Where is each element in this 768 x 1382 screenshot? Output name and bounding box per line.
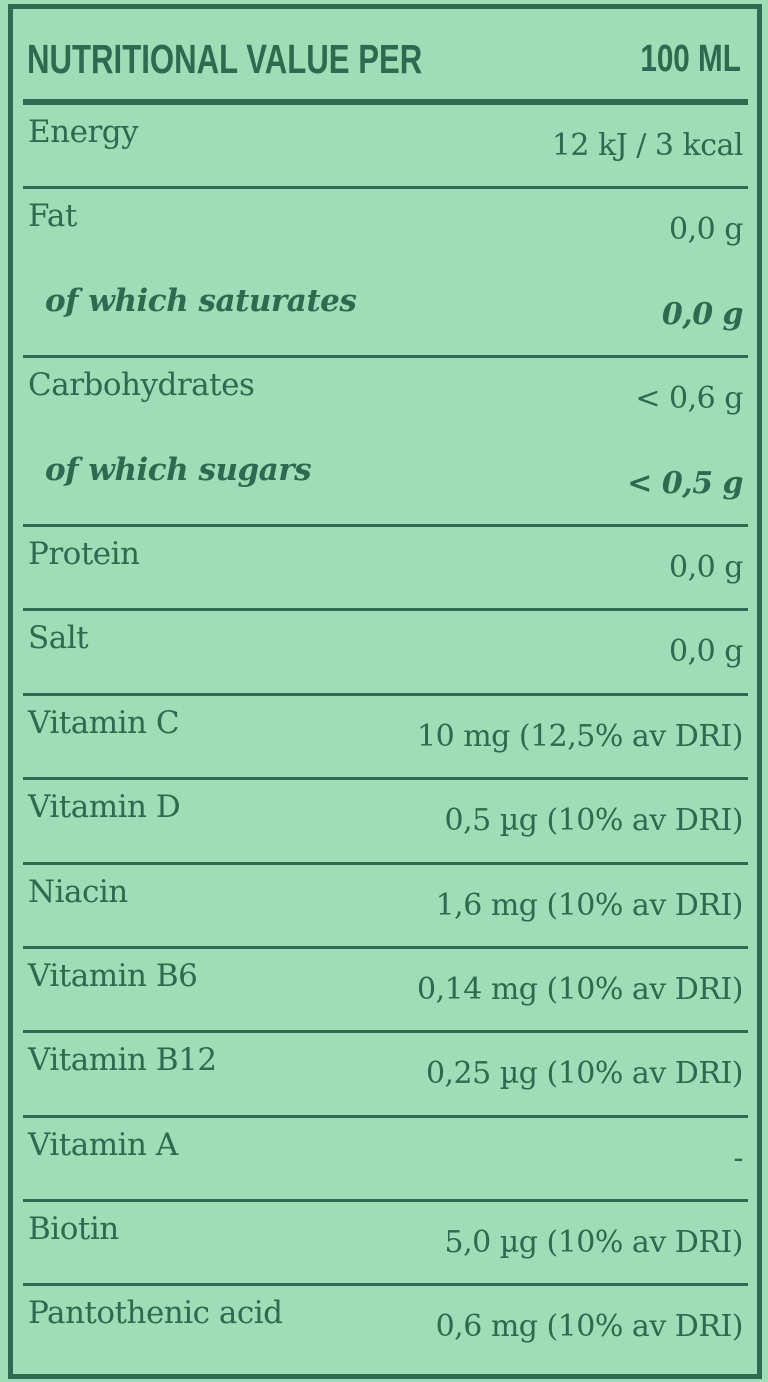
nutrient-row: Vitamin C 10 mg (12,5% av DRI) — [23, 696, 748, 781]
nutrient-value: 0,6 mg (10% av DRI) — [435, 1309, 744, 1345]
nutrient-name: Pantothenic acid — [28, 1295, 283, 1332]
nutrient-name: Vitamin D — [28, 789, 181, 826]
nutrient-row: Vitamin B6 0,14 mg (10% av DRI) — [23, 949, 748, 1034]
nutrient-value: 10 mg (12,5% av DRI) — [416, 718, 744, 754]
nutrient-name: Vitamin A — [28, 1126, 178, 1163]
nutrient-name: Niacin — [28, 873, 128, 910]
nutrient-row: Carbohydrates < 0,6 g — [23, 358, 748, 442]
nutrient-row: of which saturates 0,0 g — [23, 274, 748, 359]
nutrient-value: < 0,6 g — [635, 381, 743, 417]
nutrient-name: Fat — [28, 198, 77, 235]
nutrient-value: < 0,5 g — [627, 465, 743, 501]
nutrient-value: 5,0 µg (10% av DRI) — [444, 1225, 744, 1261]
nutrient-name: Vitamin C — [28, 704, 180, 741]
nutrient-value: 12 kJ / 3 kcal — [551, 128, 744, 163]
nutrient-name: of which saturates — [45, 282, 357, 319]
nutrient-value: - — [733, 1140, 743, 1176]
nutrient-row: Protein 0,0 g — [23, 527, 748, 612]
nutrient-value: 0,25 µg (10% av DRI) — [425, 1056, 744, 1092]
nutrient-row: Niacin 1,6 mg (10% av DRI) — [23, 865, 748, 949]
nutrient-row: Fat 0,0 g — [23, 189, 748, 273]
nutrient-row: Vitamin D 0,5 µg (10% av DRI) — [23, 780, 748, 865]
nutrient-value: 0,14 mg (10% av DRI) — [416, 971, 744, 1007]
nutrient-name: Carbohydrates — [28, 367, 255, 404]
nutrient-row: Pantothenic acid 0,6 mg (10% av DRI) — [23, 1286, 748, 1370]
nutrient-row: Vitamin B12 0,25 µg (10% av DRI) — [23, 1033, 748, 1118]
header-divider — [23, 99, 748, 105]
nutrition-label-frame: NUTRITIONAL VALUE PER 100 ML Energy 12 k… — [8, 4, 762, 1379]
nutrient-value: 0,5 µg (10% av DRI) — [444, 803, 744, 839]
nutrient-row: Energy 12 kJ / 3 kcal — [23, 105, 748, 190]
nutrient-value: 1,6 mg (10% av DRI) — [435, 887, 744, 923]
nutrient-name: Protein — [28, 535, 140, 572]
nutrient-row: of which sugars < 0,5 g — [23, 443, 748, 527]
header-title: NUTRITIONAL VALUE PER — [27, 35, 423, 82]
nutrient-name: Energy — [28, 114, 139, 150]
nutrient-row: Biotin 5,0 µg (10% av DRI) — [23, 1202, 748, 1287]
label-header: NUTRITIONAL VALUE PER 100 ML — [13, 9, 757, 99]
header-unit: 100 ML — [640, 37, 741, 80]
nutrient-row: Vitamin A - — [23, 1118, 748, 1203]
nutrient-rows: Energy 12 kJ / 3 kcal Fat 0,0 g of which… — [23, 105, 748, 1371]
nutrient-value: 0,0 g — [661, 296, 744, 332]
nutrient-name: Vitamin B6 — [28, 957, 198, 994]
nutrient-value: 0,0 g — [669, 212, 743, 248]
nutrient-name: of which sugars — [45, 451, 312, 488]
nutrient-value: 0,0 g — [669, 634, 743, 670]
nutrient-name: Biotin — [28, 1211, 119, 1248]
nutrient-name: Vitamin B12 — [28, 1042, 217, 1079]
nutrient-value: 0,0 g — [669, 549, 743, 585]
nutrient-row: Salt 0,0 g — [23, 611, 748, 696]
nutrient-name: Salt — [28, 620, 89, 657]
